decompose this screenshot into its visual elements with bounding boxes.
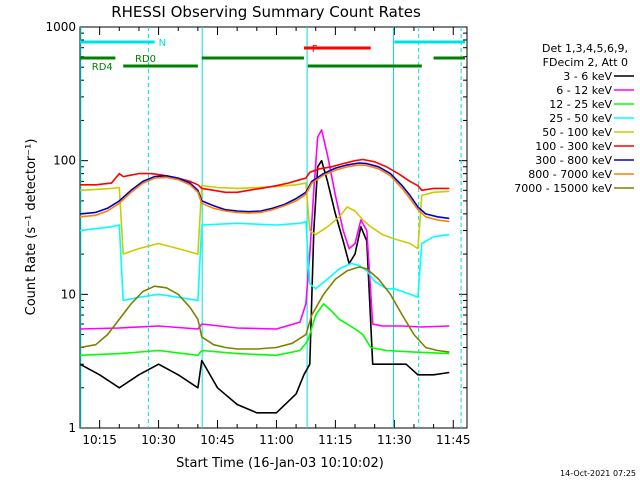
legend-label-6: 300 - 800 keV [535, 154, 612, 167]
chart-title: RHESSI Observing Summary Count Rates [111, 3, 421, 21]
legend-label-3: 25 - 50 keV [549, 112, 612, 125]
legend-header-0: Det 1,3,4,5,6,9, [542, 42, 628, 55]
series-line-1 [79, 129, 450, 330]
x-tick-label-3: 11:00 [259, 433, 294, 447]
y-tick-labels: 1 10 100 1000 [45, 20, 76, 435]
axis-ticks [80, 26, 467, 429]
series-line-3 [79, 220, 450, 302]
series-line-5 [80, 158, 450, 194]
legend-label-5: 100 - 300 keV [535, 140, 612, 153]
flag-label-f: F [312, 44, 318, 55]
series-line-0 [79, 159, 450, 414]
x-tick-label-2: 10:45 [200, 433, 235, 447]
series-line-6 [79, 162, 450, 220]
legend-label-7: 800 - 7000 keV [528, 168, 612, 181]
x-tick-labels: 10:15 10:30 10:45 11:00 11:15 11:30 11:45 [82, 433, 470, 447]
series-line-4 [79, 182, 450, 255]
flag-label-rd0: RD0 [135, 54, 156, 65]
legend-label-4: 50 - 100 keV [542, 126, 612, 139]
y-tick-label-2: 100 [53, 154, 76, 168]
flag-label-rd4: RD4 [92, 62, 113, 73]
x-tick-label-1: 10:30 [141, 433, 176, 447]
legend-label-8: 7000 - 15000 keV [514, 182, 612, 195]
x-tick-label-4: 11:15 [318, 433, 353, 447]
y-tick-label-0: 1 [68, 421, 76, 435]
flag-label-n: N [159, 38, 166, 49]
series-line-7 [79, 164, 450, 223]
x-axis-label: Start Time (16-Jan-03 10:10:02) [176, 456, 384, 471]
legend: Det 1,3,4,5,6,9,FDecim 2, Att 03 - 6 keV… [514, 42, 634, 195]
x-tick-label-0: 10:15 [82, 433, 117, 447]
y-tick-label-1: 10 [61, 287, 76, 301]
plot-frame [79, 26, 468, 429]
legend-label-1: 6 - 12 keV [556, 84, 612, 97]
legend-header-1: FDecim 2, Att 0 [543, 56, 628, 69]
timestamp: 14-Oct-2021 07:25 [560, 469, 636, 478]
series-lines [79, 129, 450, 414]
x-tick-label-5: 11:30 [377, 433, 412, 447]
x-tick-label-6: 11:45 [436, 433, 471, 447]
legend-label-0: 3 - 6 keV [563, 70, 612, 83]
series-line-8 [79, 266, 450, 353]
y-axis-label: Count Rate (s⁻¹ detector⁻¹) [24, 139, 39, 316]
y-tick-label-3: 1000 [45, 20, 76, 34]
series-line-2 [79, 302, 450, 357]
night-lines [80, 27, 462, 428]
legend-label-2: 12 - 25 keV [549, 98, 612, 111]
